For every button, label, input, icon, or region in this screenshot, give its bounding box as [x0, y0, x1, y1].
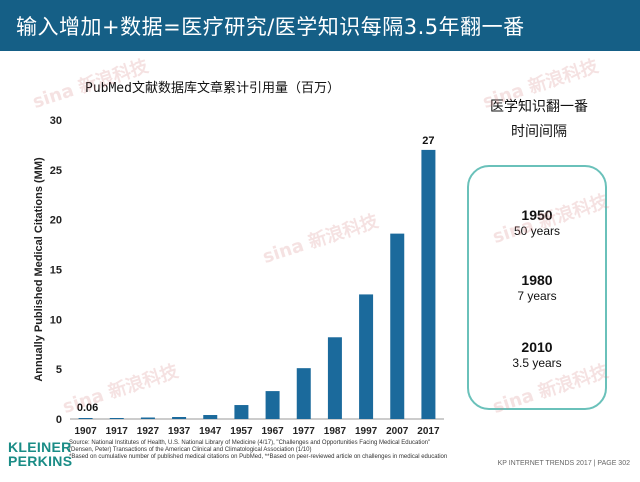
- timeline-item-2010: 2010 3.5 years: [469, 339, 605, 370]
- timeline-year: 1980: [521, 272, 553, 288]
- doubling-timeline-box: 1950 50 years 1980 7 years 2010 3.5 year…: [467, 165, 607, 410]
- data-label-last: 27: [422, 135, 434, 147]
- x-tick-label: 1957: [230, 426, 253, 435]
- y-tick-label: 20: [50, 215, 62, 227]
- page-title: 输入增加+数据=医疗研究/医学知识每隔3.5年翻一番: [16, 14, 525, 39]
- x-tick-label: 1927: [137, 426, 160, 435]
- logo-line-2: PERKINS: [8, 453, 73, 469]
- bar-1977: [296, 368, 311, 419]
- y-tick-label: 15: [50, 265, 62, 277]
- x-tick-label: 1947: [199, 426, 222, 435]
- timeline-item-1950: 1950 50 years: [469, 207, 605, 238]
- bar-1997: [359, 294, 374, 419]
- bar-1987: [327, 337, 342, 419]
- timeline-interval: 50 years: [513, 224, 561, 238]
- bar-2017: [421, 149, 436, 419]
- x-tick-label: 1917: [106, 426, 129, 435]
- x-tick-label: 1937: [168, 426, 191, 435]
- data-label-first: 0.06: [77, 402, 98, 414]
- x-tick-label: 1987: [324, 426, 347, 435]
- x-tick-label: 2007: [386, 426, 409, 435]
- source-line-2: (Densen, Peter) Transactions of the Amer…: [69, 447, 312, 453]
- source-line-3: *Based on cumulative number of published…: [69, 454, 448, 460]
- bar-1967: [265, 391, 280, 419]
- y-tick-label: 10: [50, 314, 62, 326]
- sidebar-heading-line2: 时间间隔: [511, 124, 567, 140]
- timeline-item-1980: 1980 7 years: [469, 272, 605, 303]
- bar-1947: [203, 415, 218, 419]
- source-note: Source: National Institutes of Health, U…: [69, 440, 469, 461]
- y-tick-label: 5: [56, 364, 62, 376]
- kleiner-perkins-logo: KLEINER PERKINS: [8, 440, 72, 468]
- timeline-interval: 3.5 years: [512, 356, 562, 370]
- x-tick-label: 1967: [261, 426, 284, 435]
- timeline-year: 2010: [521, 339, 553, 355]
- bar-1907: [78, 418, 93, 419]
- chart-title: PubMed文献数据库文章累计引用量（百万）: [85, 81, 340, 96]
- bar-1927: [140, 417, 155, 419]
- footer-page-info: KP INTERNET TRENDS 2017 | PAGE 302: [497, 460, 630, 467]
- x-tick-label: 1997: [355, 426, 378, 435]
- y-tick-label: 25: [50, 165, 62, 177]
- bar-chart: 0 5 10 15 20 25 30 Annually Published Medical C…: [33, 115, 444, 435]
- x-tick-label: 2017: [417, 426, 440, 435]
- x-tick-label: 1977: [293, 426, 316, 435]
- y-tick-label: 0: [56, 414, 62, 426]
- y-axis-title: Annually Published Medical Citations (MM…: [33, 157, 45, 382]
- x-tick-label: 1907: [74, 426, 97, 435]
- timeline-year: 1950: [521, 207, 553, 223]
- bar-1917: [109, 418, 124, 419]
- logo-line-1: KLEINER: [8, 439, 72, 455]
- bar-2007: [390, 233, 405, 419]
- source-line-1: Source: National Institutes of Health, U…: [69, 440, 431, 446]
- y-tick-label: 30: [50, 115, 62, 127]
- bar-1937: [172, 417, 187, 419]
- bar-1957: [234, 405, 249, 419]
- timeline-interval: 7 years: [517, 289, 557, 303]
- sidebar-heading-line1: 医学知识翻一番: [490, 99, 588, 115]
- title-bar: 输入增加+数据=医疗研究/医学知识每隔3.5年翻一番: [0, 0, 640, 51]
